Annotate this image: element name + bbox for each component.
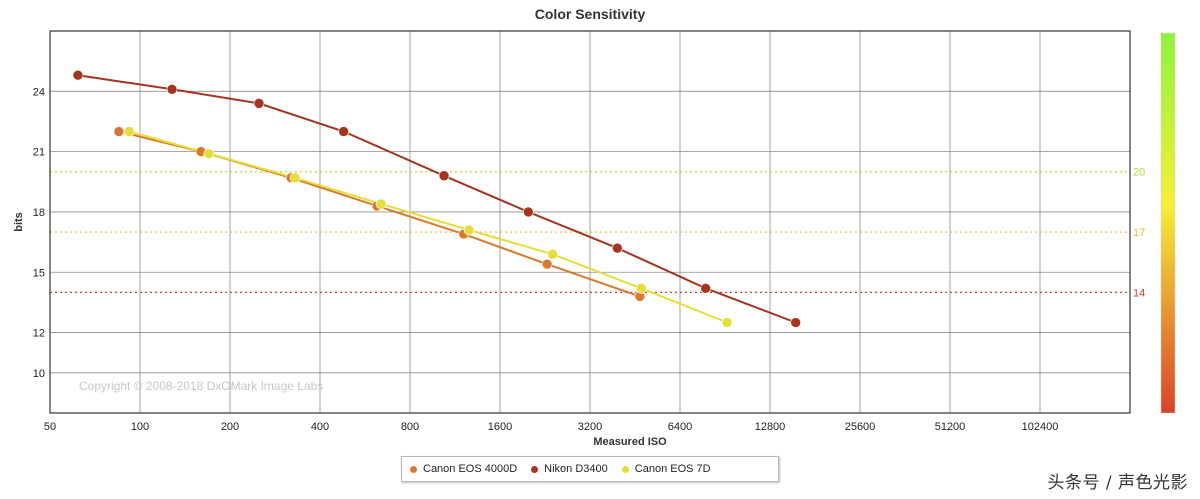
data-point-series-2 — [635, 283, 647, 294]
x-tick-label: 12800 — [755, 421, 786, 433]
legend-marker-canon-eos-7d — [621, 465, 629, 473]
y-tick-label: 12 — [33, 328, 45, 340]
x-tick-label: 100 — [131, 421, 149, 433]
legend-marker-nikon-d3400 — [531, 465, 539, 473]
x-tick-label: 25600 — [845, 421, 876, 433]
x-tick-label: 800 — [401, 421, 419, 433]
reference-label-14: 14 — [1133, 287, 1145, 299]
legend-item-canon-eos-7d[interactable]: Canon EOS 7D — [621, 463, 711, 475]
x-tick-label: 1600 — [488, 421, 512, 433]
y-tick-label: 18 — [33, 207, 45, 219]
reference-label-17: 17 — [1133, 227, 1145, 239]
data-point-series-2 — [375, 198, 387, 210]
color-scale-bar — [1160, 32, 1176, 414]
data-point-series-2 — [289, 172, 301, 184]
data-point-series-1 — [438, 170, 450, 182]
y-tick-label: 15 — [33, 267, 45, 279]
x-tick-label: 3200 — [578, 421, 602, 433]
data-point-series-0 — [541, 258, 553, 270]
x-tick-label: 200 — [221, 421, 239, 433]
series-line-2 — [128, 130, 728, 324]
data-point-series-1 — [253, 98, 265, 109]
x-tick-label: 50 — [44, 421, 56, 433]
data-point-series-1 — [166, 84, 178, 95]
plot-border — [49, 30, 1131, 414]
y-axis-label: bits — [13, 212, 25, 232]
copyright-text: Copyright © 2008-2018 DxOMark Image Labs — [79, 379, 323, 393]
chart-legend: Canon EOS 4000D Nikon D3400 Canon EOS 7D — [401, 456, 779, 482]
data-point-series-2 — [721, 317, 733, 328]
legend-item-canon-eos-4000d[interactable]: Canon EOS 4000D — [410, 463, 517, 475]
data-point-series-1 — [523, 206, 534, 218]
data-point-series-2 — [123, 126, 135, 137]
y-tick-label: 10 — [33, 368, 45, 380]
x-axis-label: Measured ISO — [593, 436, 667, 448]
y-tick-label: 24 — [33, 86, 45, 98]
x-tick-label: 51200 — [935, 421, 966, 433]
chart-title: Color Sensitivity — [535, 6, 646, 22]
data-point-series-1 — [612, 242, 623, 254]
source-watermark: 头条号 / 声色光影 — [1047, 473, 1188, 493]
data-point-series-0 — [113, 126, 125, 137]
legend-label-nikon-d3400: Nikon D3400 — [544, 463, 608, 475]
legend-item-nikon-d3400[interactable]: Nikon D3400 — [531, 463, 608, 475]
data-point-series-2 — [463, 224, 475, 236]
y-tick-label: 21 — [33, 147, 45, 159]
data-point-series-1 — [790, 317, 801, 328]
legend-marker-canon-eos-4000d — [410, 465, 417, 473]
data-point-series-1 — [338, 126, 349, 137]
x-tick-label: 6400 — [668, 421, 692, 433]
data-point-series-1 — [72, 69, 84, 81]
data-point-series-2 — [547, 248, 558, 260]
legend-label-canon-eos-4000d: Canon EOS 4000D — [423, 463, 518, 475]
legend-label-canon-eos-7d: Canon EOS 7D — [634, 463, 711, 475]
data-point-series-1 — [700, 283, 711, 294]
reference-label-20: 20 — [1133, 167, 1145, 179]
x-tick-label: 400 — [311, 421, 329, 433]
x-tick-label: 102400 — [1022, 421, 1059, 433]
data-point-series-2 — [203, 148, 215, 159]
